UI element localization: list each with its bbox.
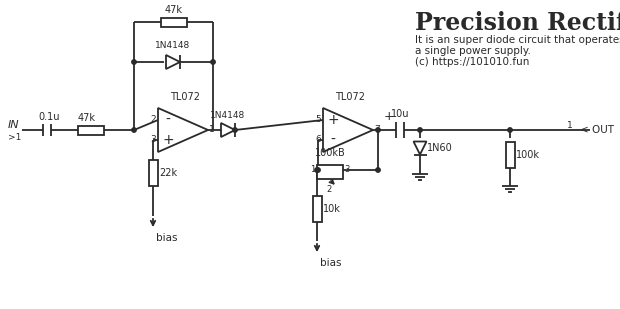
Text: 6: 6 xyxy=(315,136,321,145)
Text: 1N60: 1N60 xyxy=(427,143,453,153)
Polygon shape xyxy=(323,108,373,152)
Circle shape xyxy=(316,168,320,172)
Text: 2: 2 xyxy=(326,185,332,194)
Text: 47k: 47k xyxy=(78,113,96,123)
Text: 0.1u: 0.1u xyxy=(38,112,60,122)
Text: 10u: 10u xyxy=(391,109,409,119)
Circle shape xyxy=(232,128,237,132)
Text: TL072: TL072 xyxy=(170,92,200,102)
Circle shape xyxy=(376,128,380,132)
Circle shape xyxy=(376,168,380,172)
Text: Precision Rectifier: Precision Rectifier xyxy=(415,11,620,35)
Polygon shape xyxy=(166,55,180,69)
Text: 10k: 10k xyxy=(323,204,341,214)
Text: 1: 1 xyxy=(209,125,215,134)
Text: IN: IN xyxy=(8,120,20,130)
Circle shape xyxy=(508,128,512,132)
Circle shape xyxy=(132,128,136,132)
Text: -: - xyxy=(330,133,335,147)
Text: 1: 1 xyxy=(567,121,573,129)
Bar xyxy=(312,196,322,222)
Text: < OUT: < OUT xyxy=(580,125,614,135)
Bar xyxy=(161,18,187,27)
Text: 7: 7 xyxy=(374,125,379,134)
Circle shape xyxy=(132,60,136,64)
Text: 2: 2 xyxy=(151,116,156,125)
Polygon shape xyxy=(158,108,208,152)
Bar xyxy=(78,125,104,134)
Text: 1N4148: 1N4148 xyxy=(210,111,246,120)
Polygon shape xyxy=(221,123,235,137)
Text: >1: >1 xyxy=(8,133,21,142)
Text: 1: 1 xyxy=(310,166,315,175)
Text: -: - xyxy=(166,113,171,127)
Text: 3: 3 xyxy=(344,166,350,175)
Bar xyxy=(317,165,343,179)
Bar xyxy=(149,160,157,186)
Text: bias: bias xyxy=(320,258,342,268)
Circle shape xyxy=(418,128,422,132)
Text: 47k: 47k xyxy=(164,5,182,15)
Polygon shape xyxy=(414,142,427,154)
Text: 100kB: 100kB xyxy=(314,148,345,158)
Text: bias: bias xyxy=(156,233,177,243)
Circle shape xyxy=(315,168,319,172)
Text: +: + xyxy=(327,113,339,127)
Text: a single power supply.: a single power supply. xyxy=(415,46,531,56)
Circle shape xyxy=(211,60,215,64)
Text: +: + xyxy=(162,133,174,147)
Text: 5: 5 xyxy=(315,116,321,125)
Text: 3: 3 xyxy=(150,136,156,145)
Text: 22k: 22k xyxy=(159,168,177,178)
Text: 100k: 100k xyxy=(516,150,540,160)
Text: 1N4148: 1N4148 xyxy=(156,41,190,50)
Bar xyxy=(505,142,515,168)
Text: (c) https://101010.fun: (c) https://101010.fun xyxy=(415,57,529,67)
Text: TL072: TL072 xyxy=(335,92,365,102)
Text: +: + xyxy=(384,110,394,123)
Text: It is an super diode circuit that operates with: It is an super diode circuit that operat… xyxy=(415,35,620,45)
